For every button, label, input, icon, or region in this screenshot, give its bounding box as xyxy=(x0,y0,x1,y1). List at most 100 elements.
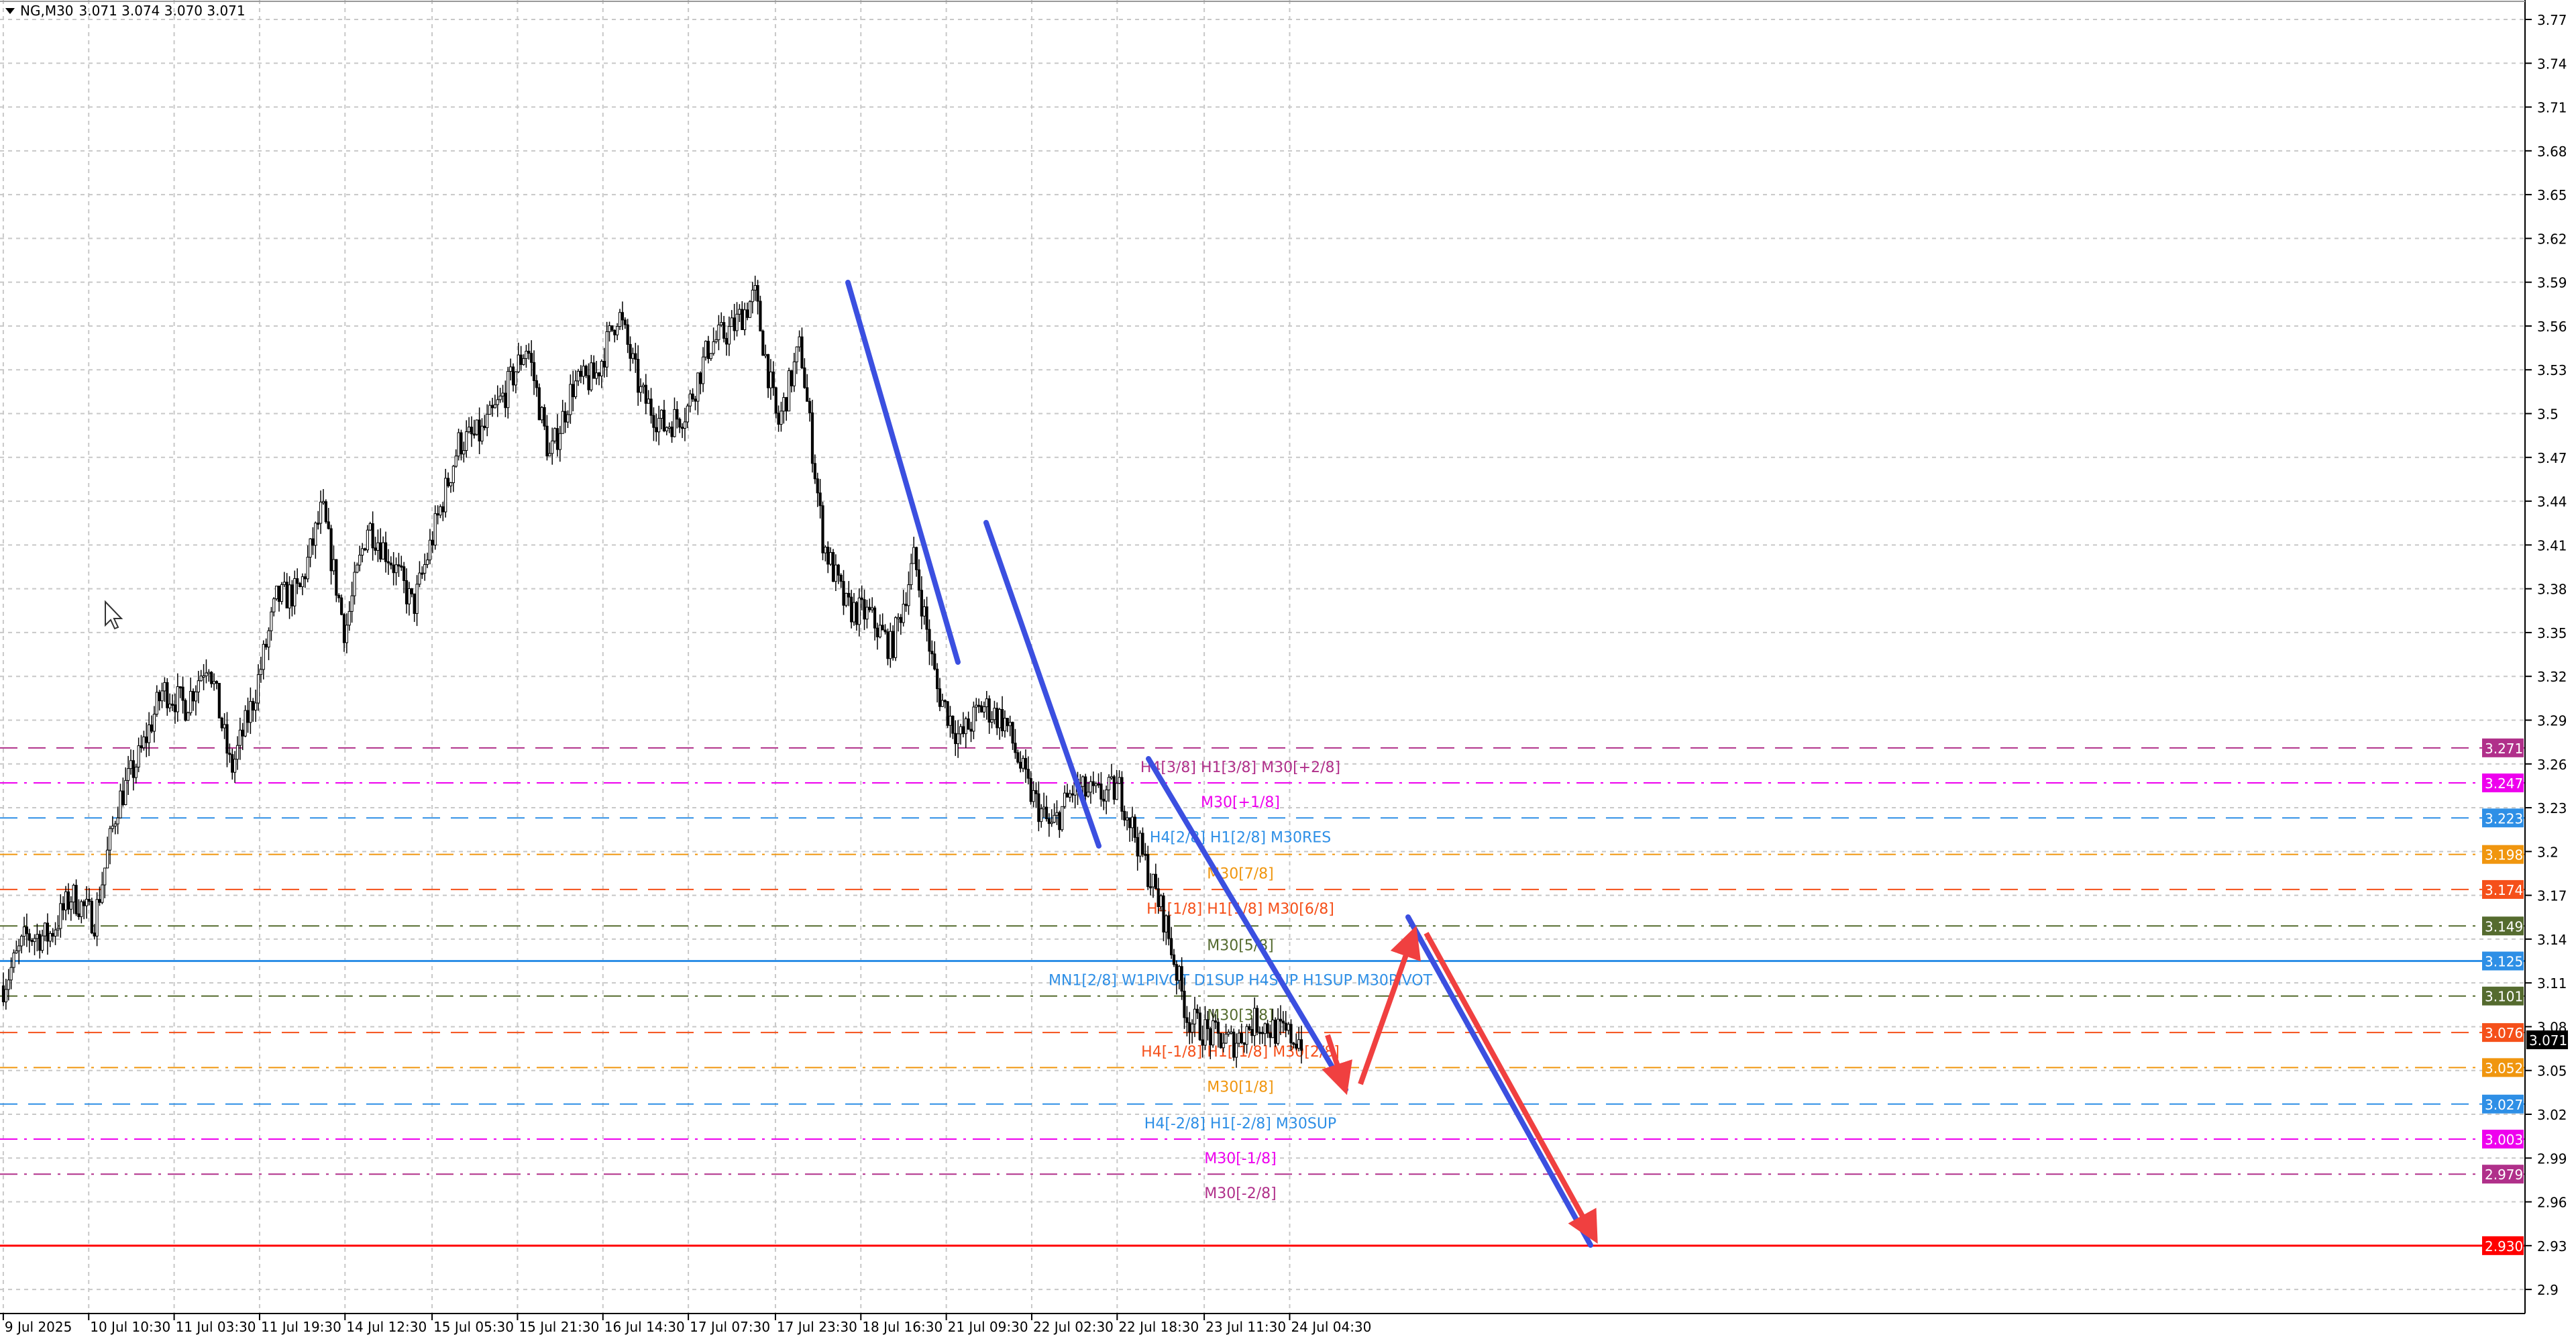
candle-body xyxy=(1021,757,1025,769)
candle-body xyxy=(353,572,356,596)
candle-body xyxy=(766,354,770,388)
candle-body xyxy=(298,583,302,588)
candle-body xyxy=(1128,817,1132,828)
candle-body xyxy=(436,513,439,516)
candle-body xyxy=(985,698,988,708)
candle-body xyxy=(264,643,268,648)
candle-body xyxy=(730,317,733,327)
price-badge xyxy=(2482,738,2524,757)
candle-body xyxy=(1274,1019,1277,1044)
candle-body xyxy=(148,725,151,743)
candle-body xyxy=(699,372,702,384)
candle-body xyxy=(181,686,184,701)
candle-body xyxy=(787,370,791,412)
candle-body xyxy=(800,336,804,368)
candle-body xyxy=(925,606,928,630)
candle-body xyxy=(38,934,42,951)
candle-body xyxy=(145,736,148,743)
price-badge xyxy=(2482,986,2524,1006)
candle-body xyxy=(1154,873,1157,890)
trend-line[interactable] xyxy=(1146,756,1348,1092)
candle-body xyxy=(83,901,86,906)
candle-body xyxy=(537,387,541,421)
candle-body xyxy=(1248,1026,1251,1030)
candle-body xyxy=(400,565,403,568)
dropdown-triangle-icon[interactable] xyxy=(5,7,15,14)
candle-body xyxy=(101,884,104,903)
candle-body xyxy=(928,629,931,652)
candle-body xyxy=(821,505,824,553)
candle-body xyxy=(1037,793,1040,822)
trend-line[interactable] xyxy=(983,520,1102,849)
candle-body xyxy=(657,418,661,433)
candle-body xyxy=(519,354,523,365)
candle-body xyxy=(20,936,23,947)
price-badge xyxy=(2482,808,2524,828)
candle-body xyxy=(602,361,606,368)
candle-body xyxy=(142,736,146,749)
price-axis[interactable]: 3.77 3.74 3.71 3.68 3.65 3.62 3.59 3.56 3.53 3.5 3… xyxy=(2525,12,2567,1298)
candle-body xyxy=(1110,776,1114,779)
trend-line[interactable] xyxy=(845,280,961,665)
candle-body xyxy=(1216,1022,1220,1034)
candle-body xyxy=(72,885,75,903)
candle-body xyxy=(1170,938,1173,955)
candle-body xyxy=(498,395,502,400)
candle-body xyxy=(465,431,468,451)
candle-body xyxy=(472,433,476,436)
y-tick-label: 3.53 xyxy=(2537,362,2567,378)
candle-body xyxy=(649,398,653,416)
projection-arrow-up[interactable] xyxy=(1358,925,1421,1085)
candle-body xyxy=(376,542,380,551)
candle-body xyxy=(917,569,921,591)
candle-body xyxy=(875,627,879,637)
candle-body xyxy=(738,309,741,315)
candle-body xyxy=(98,899,101,903)
candle-body xyxy=(1065,792,1069,798)
y-tick-label: 3.05 xyxy=(2537,1063,2567,1079)
candle-body xyxy=(790,370,794,386)
candle-body xyxy=(621,312,625,321)
time-axis[interactable]: 9 Jul 2025 10 Jul 10:30 11 Jul 03:30 11 Jul… xyxy=(2,1314,1372,1335)
candle-body xyxy=(810,412,814,464)
candle-body xyxy=(922,606,926,617)
price-badge xyxy=(2482,773,2524,793)
candle-body xyxy=(1219,1032,1222,1049)
candle-body xyxy=(555,428,559,450)
trend-line[interactable] xyxy=(1405,914,1593,1248)
candle-body xyxy=(665,427,668,431)
candle-body xyxy=(1162,895,1165,932)
candle-body xyxy=(335,559,338,596)
candle-body xyxy=(64,891,68,911)
candle-body xyxy=(938,688,942,707)
candle-body xyxy=(150,725,154,732)
candle-body xyxy=(1099,784,1103,800)
candle-body xyxy=(451,466,455,484)
candle-body xyxy=(199,676,203,682)
candle-body xyxy=(238,729,241,746)
trend-drawings[interactable] xyxy=(845,280,1598,1248)
candle-body xyxy=(1151,873,1155,888)
candle-body xyxy=(217,683,221,718)
candle-body xyxy=(920,590,923,617)
projection-arrow-down[interactable] xyxy=(1322,1034,1352,1095)
candle-body xyxy=(1214,1020,1218,1023)
candle-body xyxy=(407,588,411,604)
projection-arrow-down[interactable] xyxy=(1424,932,1598,1244)
candle-body xyxy=(756,285,759,302)
x-tick-label: 22 Jul 02:30 xyxy=(1033,1319,1114,1335)
candle-body xyxy=(1193,1008,1197,1024)
price-badge-label: 2.979 xyxy=(2485,1167,2523,1183)
candle-body xyxy=(839,574,843,582)
candle-body xyxy=(857,597,861,625)
candle-body xyxy=(1146,854,1150,888)
candle-body xyxy=(616,326,619,335)
candle-body xyxy=(910,563,913,586)
candle-body xyxy=(423,564,427,574)
candle-body xyxy=(613,329,616,335)
candle-body xyxy=(449,482,453,486)
candle-body xyxy=(878,625,881,637)
candle-body xyxy=(816,478,819,494)
candle-body xyxy=(1126,817,1129,820)
